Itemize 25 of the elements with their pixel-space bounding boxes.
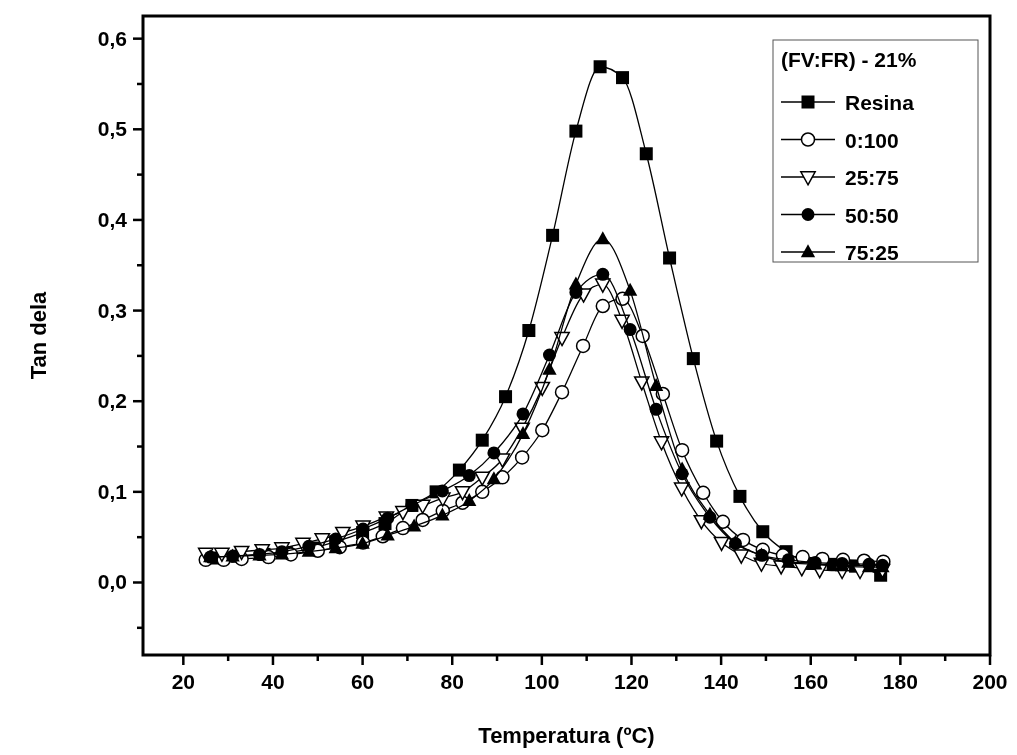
x-tick-label: 120	[613, 670, 649, 693]
x-tick-label: 160	[793, 670, 829, 693]
y-tick-label: 0,6	[97, 26, 127, 50]
y-tick-label: 0,2	[97, 389, 127, 413]
y-tick-label: 0,3	[97, 298, 127, 322]
y-tick-label: 0,5	[97, 117, 128, 141]
x-tick-label: 60	[350, 670, 375, 693]
x-tick-label: 100	[524, 670, 560, 693]
legend-label: 0:100	[845, 128, 899, 152]
x-tick-label: 20	[171, 670, 196, 693]
x-tick-label: 80	[440, 670, 464, 693]
legend-label: Resina	[845, 91, 915, 114]
legend-title: (FV:FR) - 21%	[781, 48, 917, 71]
y-tick-label: 0,0	[97, 570, 127, 594]
legend-label: 25:75	[845, 166, 900, 189]
y-axis-title: Tan dela	[26, 290, 51, 380]
legend-label: 75:25	[845, 241, 900, 264]
x-tick-label: 180	[882, 670, 918, 693]
x-tick-label: 40	[261, 670, 285, 693]
legend-label: 50:50	[845, 203, 899, 227]
y-tick-label: 0,4	[97, 207, 128, 231]
x-tick-label: 200	[972, 670, 1008, 693]
x-tick-label: 140	[703, 670, 739, 693]
y-tick-label: 0,1	[97, 479, 128, 503]
x-axis-title: Temperatura (ºC)	[478, 723, 655, 748]
